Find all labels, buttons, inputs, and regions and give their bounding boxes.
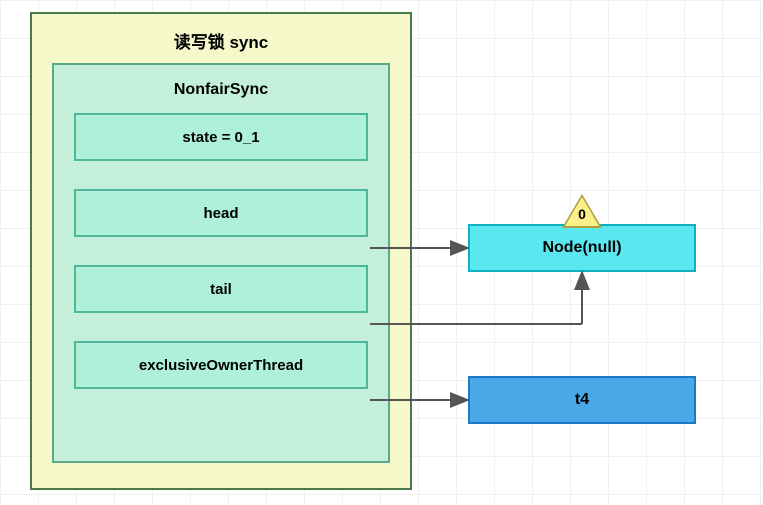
outer-container: 读写锁 sync NonfairSync state = 0_1 head ta… (30, 12, 412, 490)
field-exclusive-owner-thread: exclusiveOwnerThread (74, 341, 368, 389)
node-t4-label: t4 (575, 391, 589, 409)
badge-label: 0 (562, 206, 602, 222)
inner-container: NonfairSync state = 0_1 head tail exclus… (52, 63, 390, 463)
node-null-box: 0 Node(null) (468, 224, 696, 272)
node-label: Node(null) (542, 239, 621, 257)
inner-title: NonfairSync (74, 65, 368, 113)
field-head: head (74, 189, 368, 237)
field-tail: tail (74, 265, 368, 313)
node-t4-box: t4 (468, 376, 696, 424)
field-state: state = 0_1 (74, 113, 368, 161)
badge-triangle: 0 (562, 194, 602, 230)
outer-title: 读写锁 sync (32, 14, 410, 63)
